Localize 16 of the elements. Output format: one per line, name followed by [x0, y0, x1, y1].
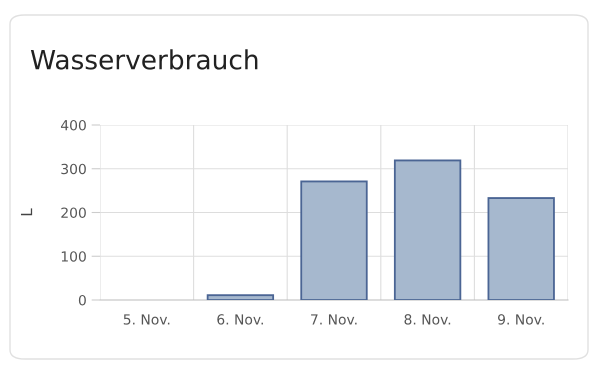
y-tick-label: 300	[61, 164, 86, 174]
x-tick-label: 7. Nov.	[311, 314, 357, 325]
bar	[394, 160, 462, 300]
chart-title: Wasserverbrauch	[30, 49, 258, 70]
y-tick-label: 0	[78, 294, 86, 306]
x-tick-label: 8. Nov.	[404, 314, 450, 325]
y-axis-title: L	[20, 208, 32, 216]
y-tick-label: 400	[60, 120, 86, 130]
x-tick-label: 6. Nov.	[217, 314, 263, 325]
bar	[488, 197, 555, 300]
y-tick-label: 100	[62, 251, 86, 262]
y-tick-label: 200	[61, 207, 86, 218]
x-tick-label: 9. Nov.	[498, 314, 544, 325]
bar	[206, 294, 274, 300]
x-tick-label: 5. Nov.	[124, 314, 170, 325]
bar	[300, 180, 368, 300]
